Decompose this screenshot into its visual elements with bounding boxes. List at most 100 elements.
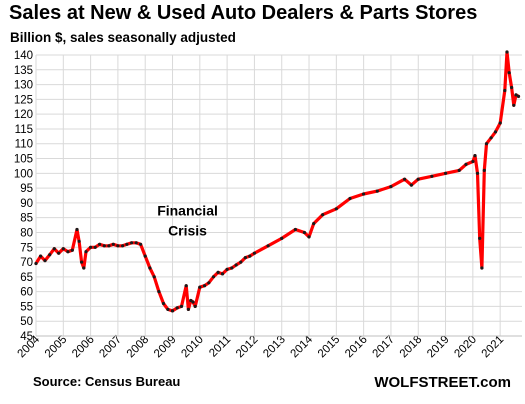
data-point — [266, 244, 270, 248]
data-point — [70, 248, 74, 252]
data-point — [493, 130, 498, 134]
data-point — [184, 284, 188, 288]
y-tick-label: 125 — [14, 94, 33, 106]
series-line — [34, 50, 521, 313]
x-tick-label: 2008 — [125, 334, 152, 361]
data-point — [348, 196, 352, 201]
y-tick-label: 110 — [15, 139, 33, 151]
data-point — [321, 213, 325, 217]
x-tick-label: 2021 — [480, 334, 507, 361]
data-point — [166, 307, 170, 311]
y-tick-label: 70 — [20, 257, 33, 269]
data-point — [82, 266, 86, 270]
data-point — [61, 247, 65, 251]
data-point — [482, 168, 486, 172]
data-point — [111, 242, 115, 246]
data-point — [179, 304, 184, 308]
data-point — [77, 239, 81, 243]
x-tick-label: 2014 — [289, 333, 316, 360]
series-sales — [34, 50, 521, 313]
data-point — [505, 50, 509, 54]
data-point — [75, 227, 79, 232]
annotation-text: Financial — [157, 202, 218, 218]
data-point — [248, 254, 252, 258]
data-point — [444, 171, 448, 175]
x-tick-label: 2017 — [370, 334, 397, 361]
x-tick-label: 2015 — [316, 334, 343, 361]
data-point — [98, 242, 102, 246]
data-point — [478, 236, 482, 240]
data-point — [80, 260, 84, 264]
y-tick-label: 130 — [14, 80, 33, 92]
x-tick-label: 2019 — [425, 334, 452, 361]
data-point — [39, 254, 43, 258]
data-point — [52, 247, 56, 251]
data-point — [457, 168, 461, 172]
data-point — [403, 177, 407, 181]
data-point — [198, 285, 202, 289]
y-tick-label: 45 — [20, 331, 33, 343]
data-point — [148, 266, 152, 270]
data-point — [389, 185, 393, 189]
y-tick-label: 60 — [20, 287, 33, 299]
data-point — [43, 259, 47, 263]
data-point — [362, 192, 366, 196]
data-point — [216, 270, 220, 274]
data-point — [139, 242, 143, 246]
data-point — [107, 244, 111, 248]
y-tick-label: 50 — [20, 316, 33, 328]
x-tick-label: 2005 — [43, 334, 70, 361]
y-tick-label: 80 — [20, 227, 33, 239]
data-point — [503, 88, 507, 93]
data-point — [510, 85, 514, 90]
y-tick-label: 95 — [20, 183, 33, 195]
data-point — [489, 136, 493, 140]
data-point — [234, 263, 238, 267]
data-point — [225, 267, 229, 271]
data-point — [93, 245, 97, 249]
data-point — [207, 281, 211, 285]
data-point — [161, 301, 166, 306]
source-note: Source: Census Bureau — [33, 374, 181, 389]
chart-title: Sales at New & Used Auto Dealers & Parts… — [9, 2, 478, 24]
data-point — [89, 245, 93, 249]
data-point — [307, 235, 311, 239]
y-tick-label: 90 — [20, 198, 33, 210]
data-point — [471, 159, 475, 164]
x-tick-label: 2012 — [234, 334, 261, 361]
y-tick-label: 75 — [20, 242, 33, 254]
data-point — [334, 207, 338, 211]
data-point — [473, 154, 477, 158]
data-point — [243, 256, 247, 260]
brand-label: WOLFSTREET.com — [374, 374, 511, 391]
y-tick-label: 135 — [14, 65, 33, 77]
annotations: Financial Crisis — [157, 202, 218, 238]
data-point — [121, 244, 125, 248]
y-tick-label: 85 — [20, 213, 33, 225]
data-point — [498, 121, 502, 125]
y-tick-label: 55 — [20, 301, 33, 313]
x-tick-label: 2007 — [97, 334, 124, 361]
data-point — [430, 174, 434, 178]
y-tick-label: 115 — [15, 124, 33, 136]
data-point — [125, 242, 129, 246]
data-point — [302, 230, 306, 235]
data-point — [202, 284, 207, 288]
x-tick-label: 2018 — [398, 334, 425, 361]
x-tick-label: 2011 — [207, 334, 233, 360]
data-point — [130, 241, 134, 245]
data-point — [416, 177, 420, 181]
data-point — [102, 244, 106, 248]
data-point — [116, 244, 120, 248]
data-point — [193, 304, 197, 308]
data-point — [48, 253, 52, 257]
gridlines — [35, 54, 522, 337]
x-tick-label: 2010 — [179, 334, 206, 361]
data-point — [152, 275, 156, 279]
data-point — [66, 250, 70, 254]
data-point — [375, 189, 379, 193]
data-point — [186, 307, 190, 311]
data-point — [252, 251, 256, 255]
data-point — [507, 71, 511, 75]
